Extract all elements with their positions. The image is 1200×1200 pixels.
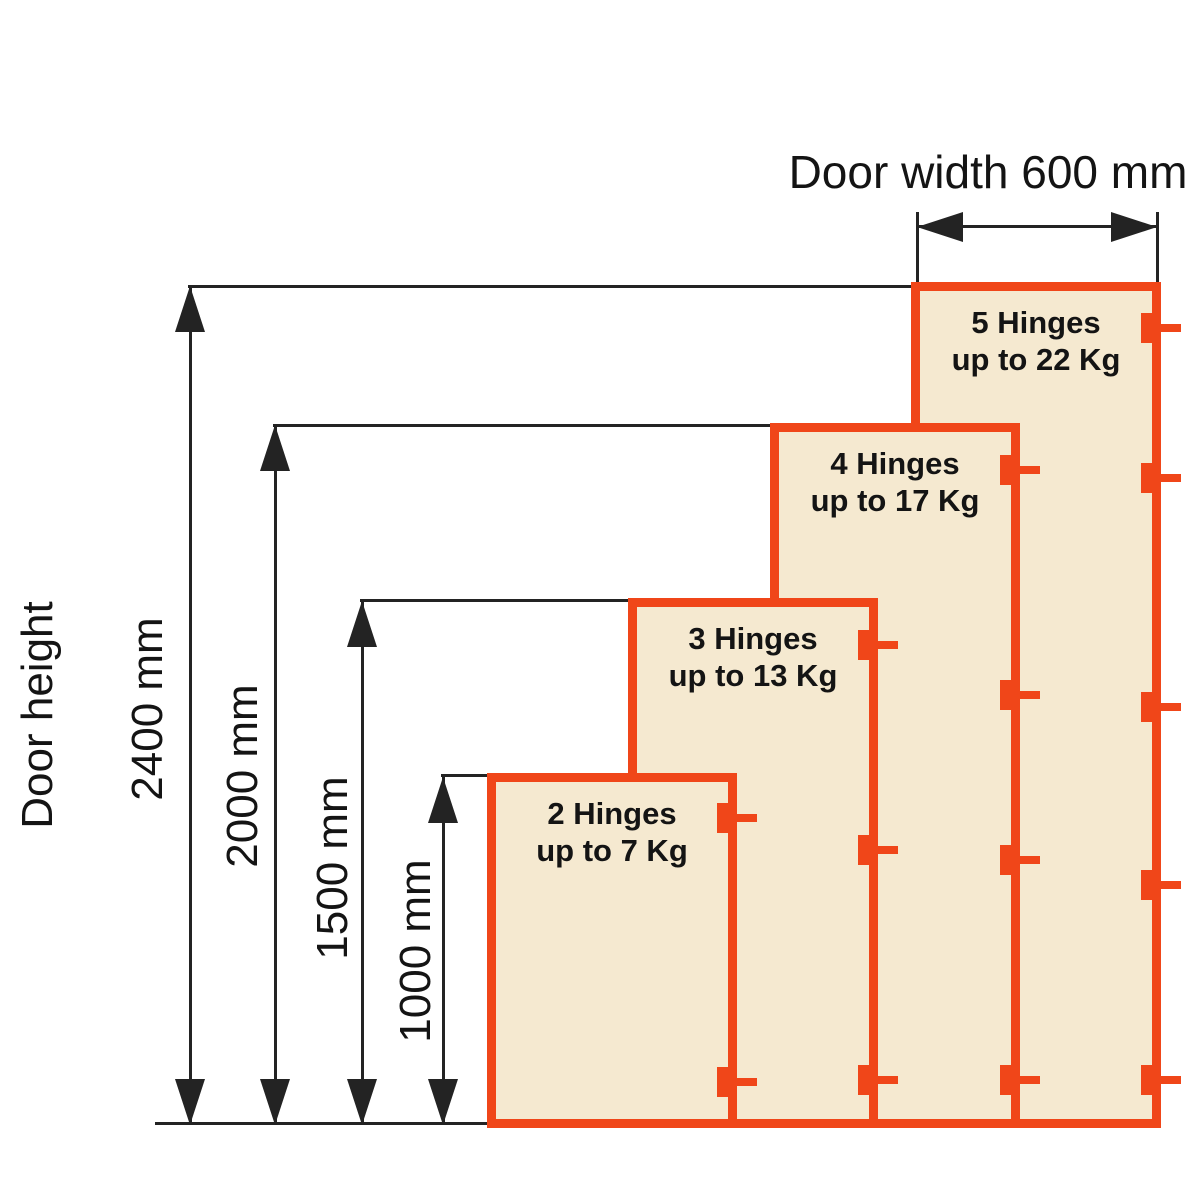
arrowhead-left-icon xyxy=(917,212,963,242)
width-dimension-line xyxy=(917,225,1157,228)
dim-extension-2400 xyxy=(188,285,913,288)
door-label: 4 Hinges up to 17 Kg xyxy=(811,445,980,519)
door-width-label: Door width 600 mm xyxy=(788,146,1188,198)
door-height-axis-label: Door height xyxy=(13,601,62,829)
dim-extension-2000 xyxy=(273,424,773,427)
dim-line-1000 xyxy=(441,776,445,1124)
door-weight-text: up to 13 Kg xyxy=(668,658,838,693)
door-hinges-text: 3 Hinges xyxy=(688,621,818,656)
door-label: 2 Hinges up to 7 Kg xyxy=(536,795,688,869)
door-1000mm: 2 Hinges up to 7 Kg xyxy=(487,773,737,1128)
arrowhead-down-icon xyxy=(347,1079,377,1125)
dim-extension-1000 xyxy=(441,774,491,777)
arrowhead-down-icon xyxy=(175,1079,205,1125)
dim-label-1500: 1500 mm xyxy=(308,776,357,960)
door-weight-text: up to 17 Kg xyxy=(810,483,980,518)
arrowhead-up-icon xyxy=(347,601,377,647)
door-label: 5 Hinges up to 22 Kg xyxy=(952,304,1121,378)
dim-extension-1500 xyxy=(360,599,632,602)
arrowhead-up-icon xyxy=(175,286,205,332)
dim-label-2000: 2000 mm xyxy=(218,684,267,868)
width-extension-line-right xyxy=(1155,212,1159,288)
door-weight-text: up to 7 Kg xyxy=(536,833,688,868)
door-hinges-text: 5 Hinges xyxy=(971,305,1101,340)
arrowhead-right-icon xyxy=(1111,212,1157,242)
door-label: 3 Hinges up to 13 Kg xyxy=(669,620,838,694)
dim-line-2400 xyxy=(188,286,192,1124)
arrowhead-down-icon xyxy=(428,1079,458,1125)
dim-line-2000 xyxy=(273,424,277,1124)
arrowhead-down-icon xyxy=(260,1079,290,1125)
dim-line-1500 xyxy=(360,600,364,1124)
door-hinges-text: 4 Hinges xyxy=(830,446,960,481)
door-weight-text: up to 22 Kg xyxy=(951,342,1121,377)
arrowhead-up-icon xyxy=(260,425,290,471)
width-extension-line-left xyxy=(915,212,919,288)
floor-baseline xyxy=(155,1122,495,1125)
dim-label-2400: 2400 mm xyxy=(123,617,172,801)
dim-label-1000: 1000 mm xyxy=(391,859,440,1043)
door-hinges-text: 2 Hinges xyxy=(547,796,677,831)
arrowhead-up-icon xyxy=(428,777,458,823)
